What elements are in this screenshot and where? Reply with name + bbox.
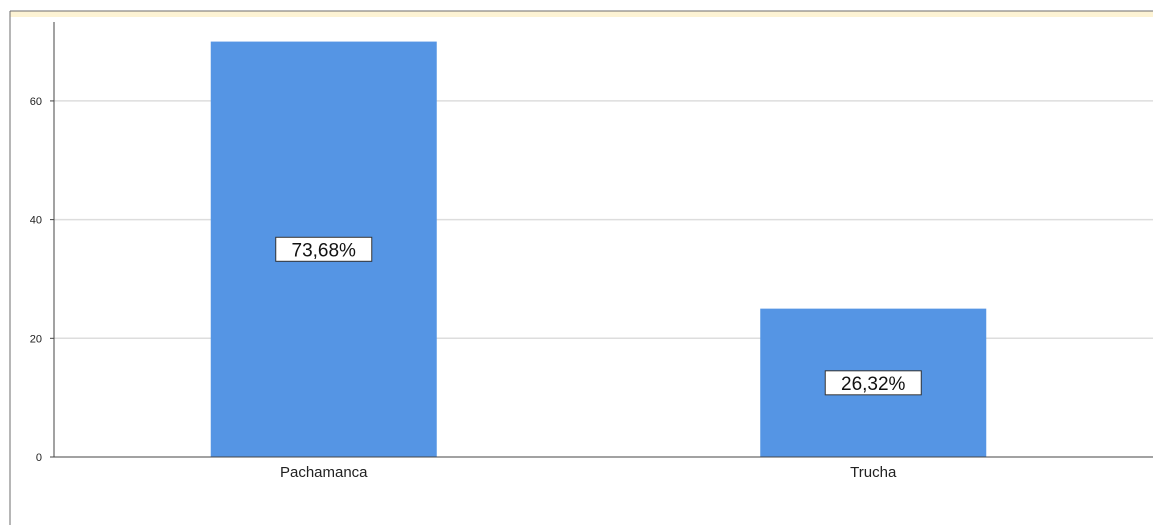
y-tick-label: 40 bbox=[30, 215, 42, 227]
data-label-box bbox=[275, 236, 373, 262]
data-label-text: 73,68% bbox=[292, 240, 357, 261]
x-tick-label: Trucha bbox=[850, 464, 897, 481]
data-labels: 73,68% 26,32% bbox=[275, 236, 922, 396]
axes bbox=[53, 22, 1153, 458]
x-tick-labels: Pachamanca Trucha bbox=[280, 464, 897, 481]
data-label-text: 26,32% bbox=[841, 374, 906, 395]
y-tick-label: 20 bbox=[30, 333, 42, 345]
y-tick-label: 0 bbox=[36, 452, 42, 464]
data-label: 26,32% bbox=[824, 370, 922, 396]
y-tick-label: 60 bbox=[30, 96, 42, 108]
top-band bbox=[10, 11, 1153, 17]
x-tick-label: Pachamanca bbox=[280, 464, 368, 481]
y-tick-labels: 0 20 40 60 bbox=[30, 96, 54, 464]
data-label: 73,68% bbox=[275, 236, 373, 262]
data-label-box bbox=[824, 370, 922, 396]
